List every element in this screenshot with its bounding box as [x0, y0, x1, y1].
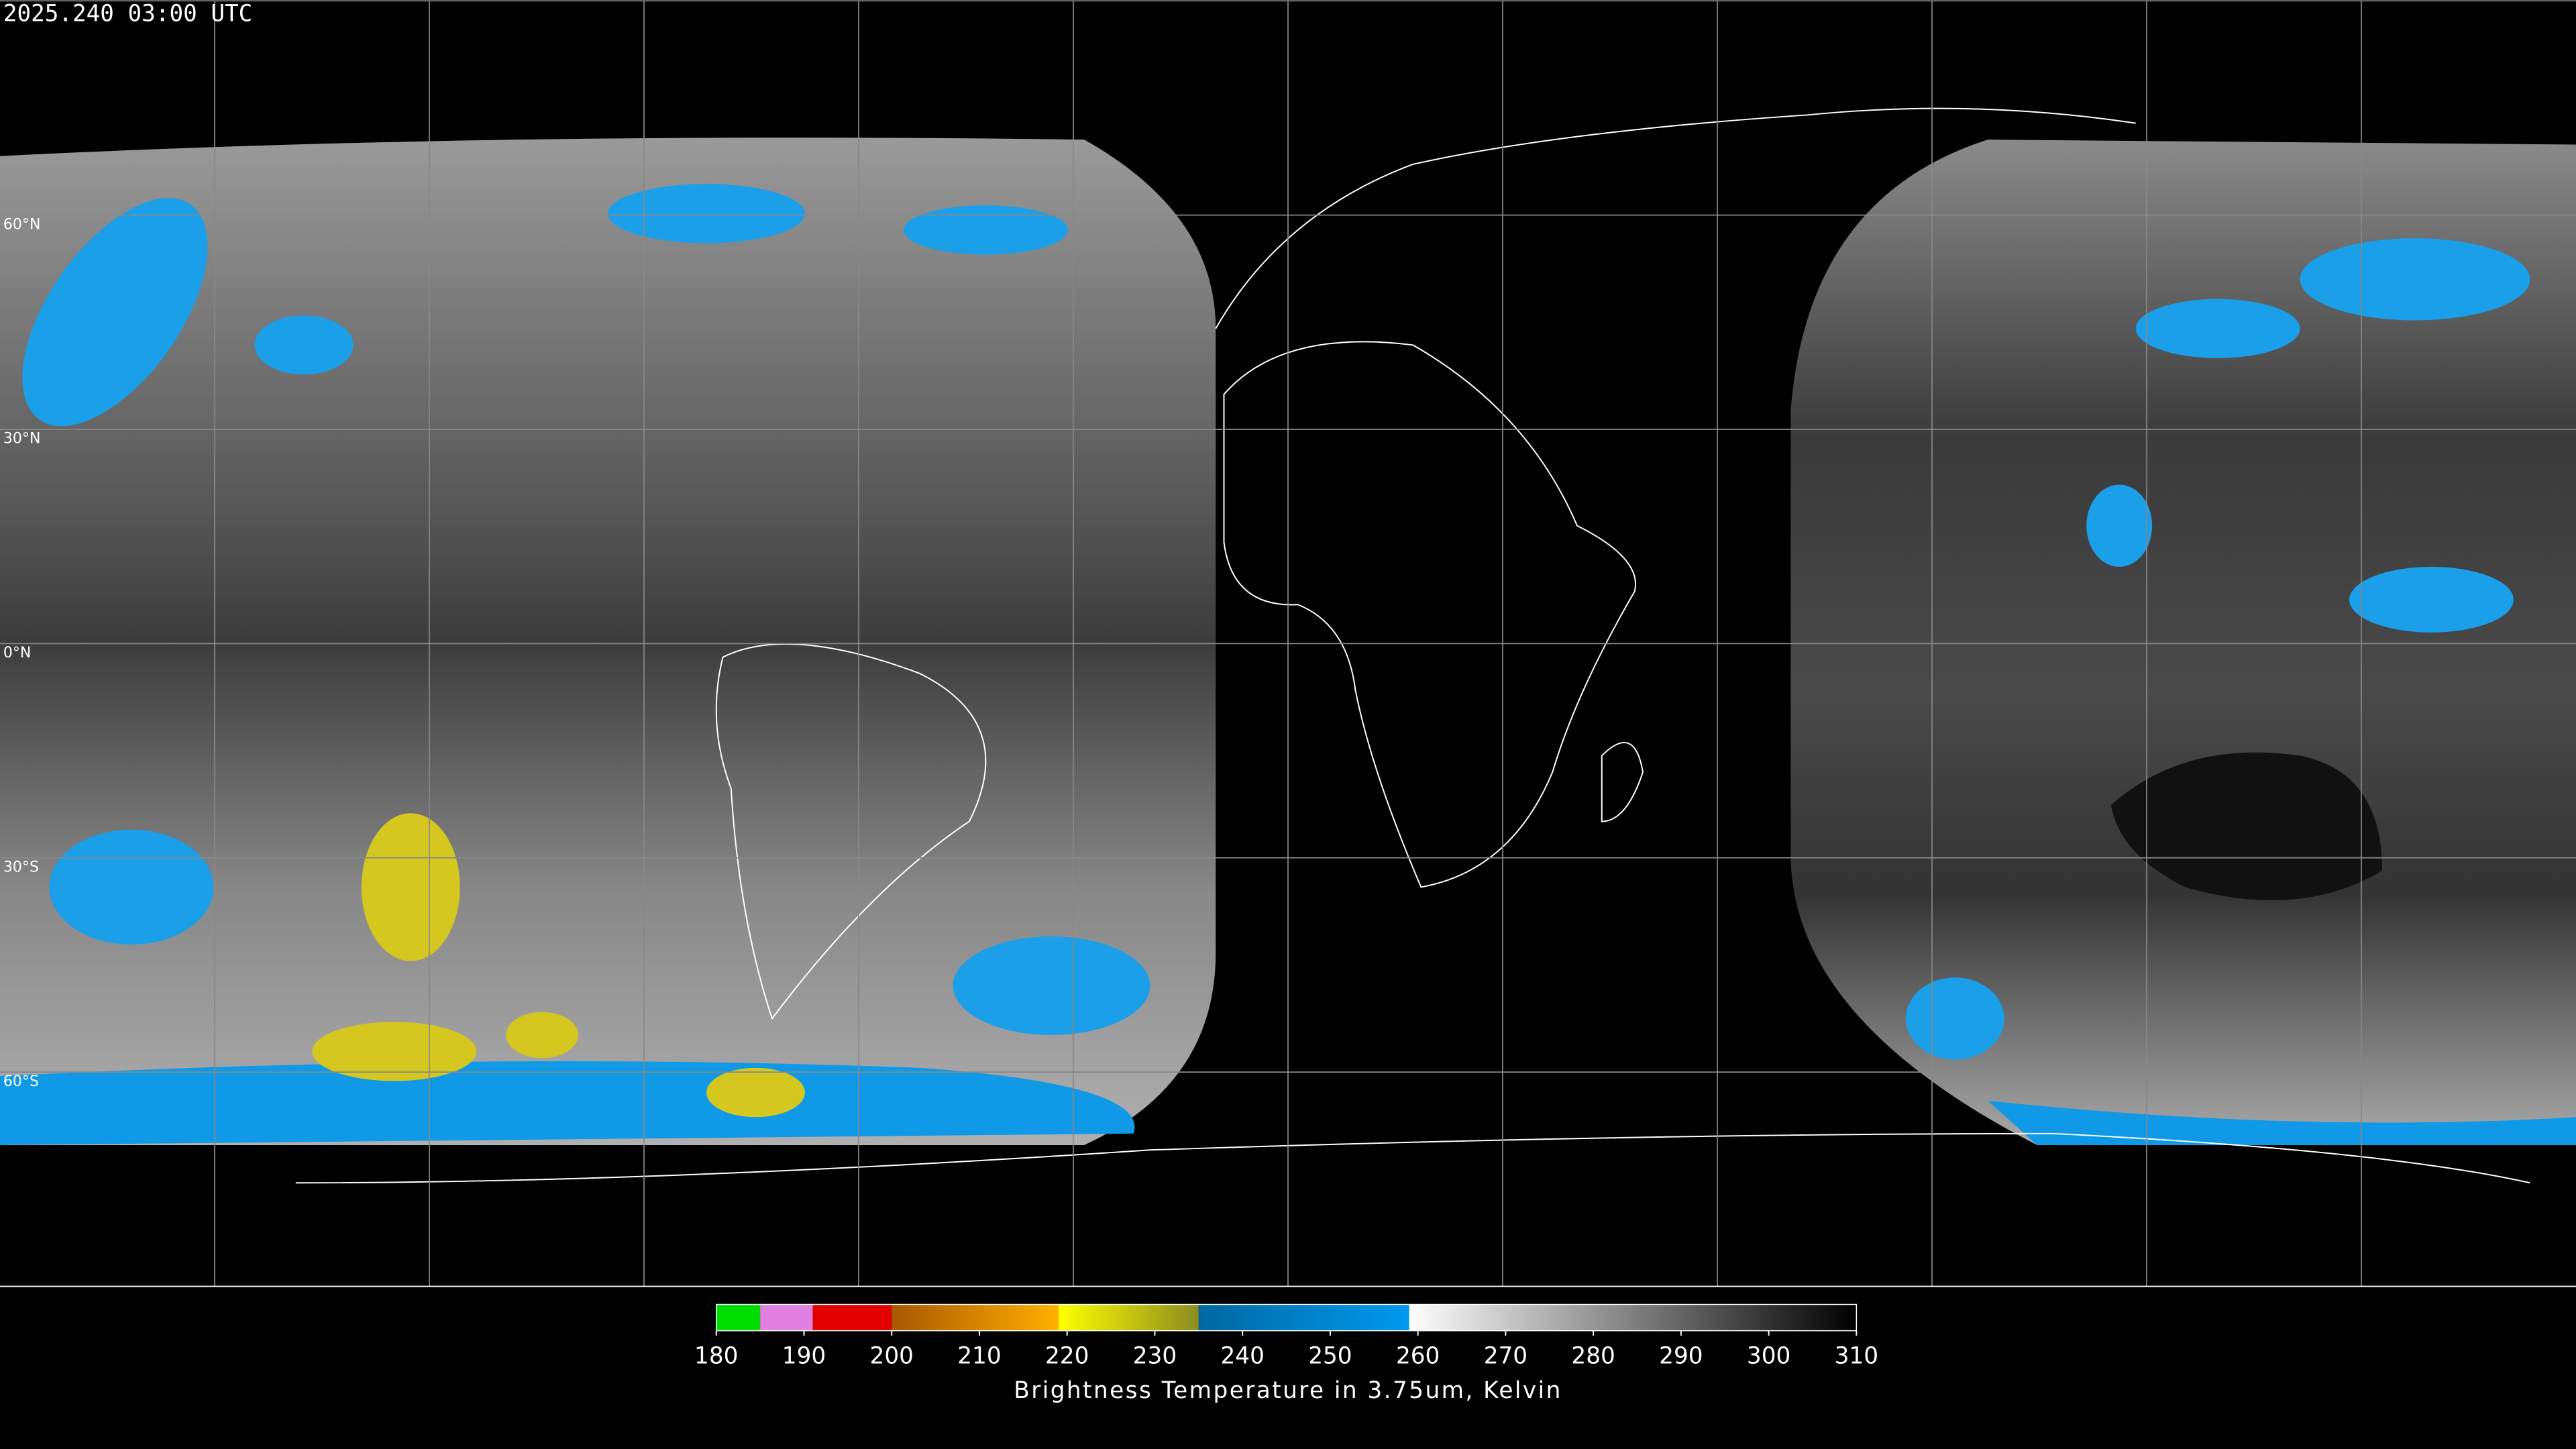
colorbar-tick-label: 220: [1045, 1342, 1089, 1369]
lat-label: 60°S: [3, 1073, 39, 1090]
colorbar-tick-label: 270: [1484, 1342, 1527, 1369]
colorbar-tick-label: 280: [1571, 1342, 1615, 1369]
colorbar-segment: [812, 1304, 892, 1331]
colorbar-segment: [1058, 1304, 1199, 1331]
colorbar-segment: [760, 1304, 813, 1331]
lat-label: 60°N: [3, 216, 41, 233]
imagery-west: [0, 138, 1216, 1145]
lat-label: 30°S: [3, 859, 39, 875]
imagery-east: [1790, 140, 2576, 1145]
colorbar-tick-label: 250: [1308, 1342, 1352, 1369]
colorbar-segment: [1198, 1304, 1409, 1331]
lat-label: 0°N: [3, 645, 32, 661]
colorbar-label: Brightness Temperature in 3.75um, Kelvin: [1014, 1377, 1562, 1404]
timestamp: 2025.240 03:00 UTC: [3, 1, 252, 28]
colorbar-segment: [892, 1304, 1059, 1331]
coastlines: [295, 107, 2530, 1184]
colorbar-tick-label: 210: [957, 1342, 1001, 1369]
colorbar-tick-label: 300: [1747, 1342, 1790, 1369]
colorbar-tick-label: 190: [782, 1342, 826, 1369]
colorbar-tick-label: 290: [1659, 1342, 1703, 1369]
colorbar-segment: [1409, 1304, 1857, 1331]
colorbar-segment: [716, 1304, 761, 1331]
colorbar-tick-label: 240: [1220, 1342, 1264, 1369]
colorbar-tick-label: 260: [1396, 1342, 1440, 1369]
colorbar-tick-label: 200: [870, 1342, 914, 1369]
colorbar-tick-label: 180: [694, 1342, 738, 1369]
colorbar-tick-label: 310: [1835, 1342, 1878, 1369]
lat-label: 30°N: [3, 431, 41, 447]
colorbar-frame: [716, 1303, 1858, 1332]
colorbar-tick-label: 230: [1133, 1342, 1177, 1369]
